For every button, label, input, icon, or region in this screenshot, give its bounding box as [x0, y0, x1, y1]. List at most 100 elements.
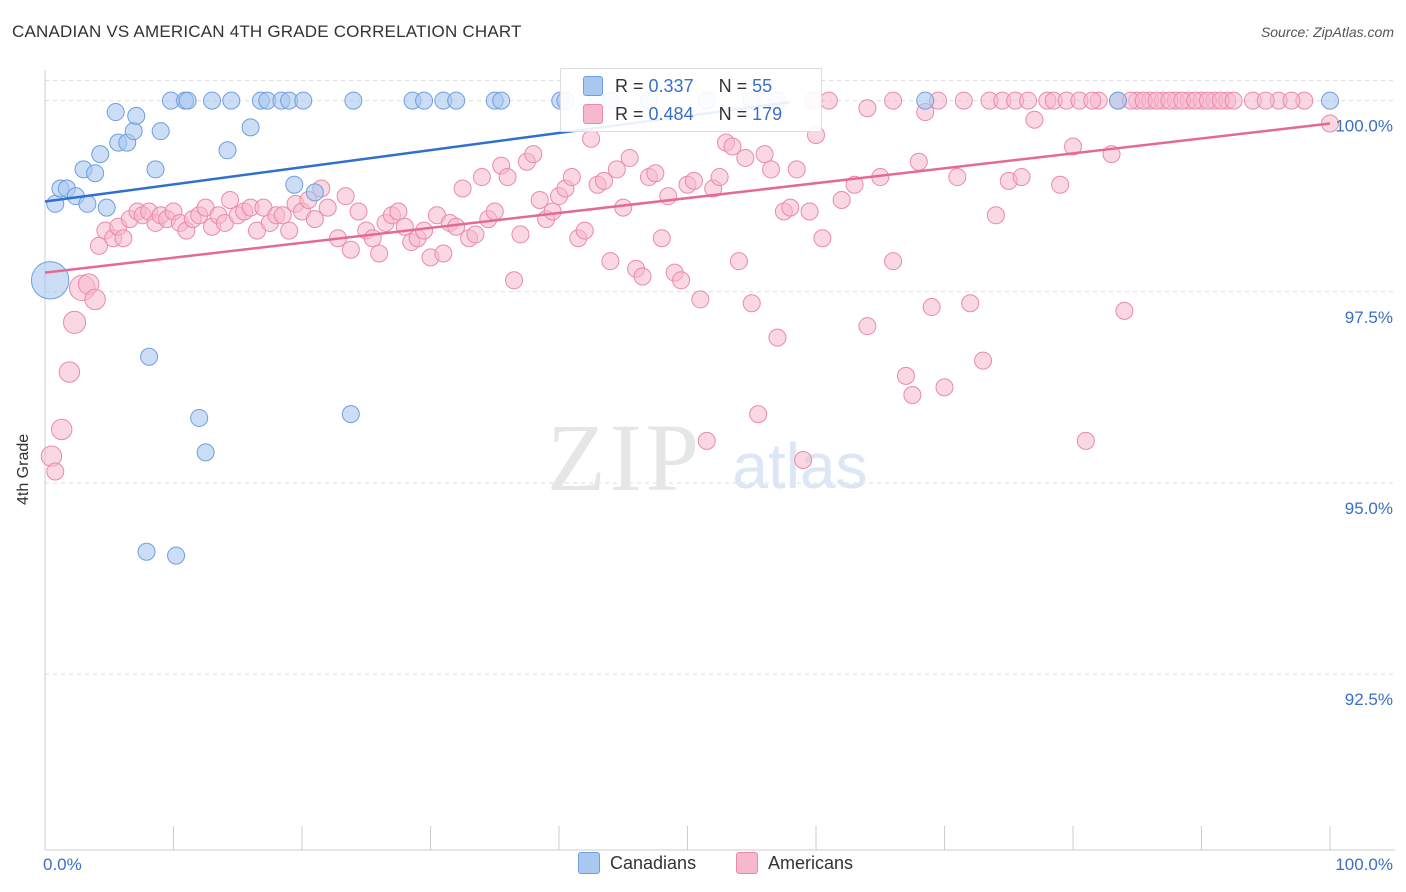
stat-n-label: N = — [718, 75, 748, 96]
watermark: ZIP atlas — [547, 404, 868, 511]
data-point-american — [1076, 431, 1095, 450]
data-point-canadian — [30, 261, 70, 300]
data-point-american — [620, 148, 639, 167]
data-point-american — [1025, 110, 1044, 129]
chart-title: CANADIAN VS AMERICAN 4TH GRADE CORRELATI… — [12, 22, 522, 41]
data-point-american — [370, 244, 389, 263]
trend-line-americans — [44, 122, 1331, 274]
data-point-american — [672, 271, 691, 290]
data-point-american — [909, 152, 928, 171]
data-point-canadian — [222, 91, 241, 110]
data-point-american — [594, 171, 613, 190]
data-point-canadian — [178, 91, 197, 110]
stat-n-value: 55 — [752, 75, 773, 96]
data-point-american — [935, 378, 954, 397]
data-point-canadian — [1108, 91, 1127, 110]
data-point-american — [697, 431, 716, 450]
stats-legend: R = 0.337 N = 55 R = 0.484 N = 179 — [560, 68, 822, 132]
data-point-american — [832, 191, 851, 209]
data-point-american — [1083, 91, 1102, 110]
data-point-american — [530, 191, 549, 209]
data-point-american — [884, 252, 903, 271]
data-point-american — [89, 236, 108, 255]
data-point-american — [1051, 175, 1070, 194]
data-point-american — [543, 202, 562, 221]
data-point-canadian — [1321, 91, 1339, 110]
data-point-canadian — [203, 91, 222, 110]
data-point-american — [646, 164, 665, 183]
data-point-american — [800, 202, 819, 221]
data-point-american — [755, 145, 774, 164]
data-point-american — [961, 294, 980, 313]
data-point-american — [498, 168, 517, 187]
data-point-canadian — [167, 546, 186, 565]
y-tick-label: 100.0% — [1335, 117, 1393, 136]
data-point-american — [729, 252, 748, 271]
data-point-canadian — [415, 91, 434, 110]
data-point-canadian — [492, 91, 511, 110]
data-point-canadian — [196, 443, 215, 462]
data-point-american — [819, 91, 838, 110]
canadians-swatch — [583, 76, 603, 96]
data-point-american — [896, 366, 915, 385]
data-point-american — [986, 206, 1005, 225]
data-point-canadian — [127, 106, 146, 125]
data-point-american — [51, 418, 73, 441]
data-point-american — [318, 198, 337, 217]
data-point-canadian — [190, 408, 209, 427]
data-point-american — [1012, 168, 1031, 187]
data-point-american — [954, 91, 973, 110]
data-point-american — [511, 225, 530, 244]
data-point-american — [903, 386, 922, 404]
data-point-american — [46, 462, 65, 481]
data-point-canadian — [447, 91, 466, 110]
data-point-american — [273, 206, 292, 225]
data-point-american — [723, 137, 742, 156]
data-point-canadian — [305, 183, 324, 202]
data-point-american — [1256, 91, 1275, 110]
y-tick-label: 95.0% — [1345, 499, 1393, 518]
data-point-american — [389, 202, 408, 221]
data-point-american — [63, 310, 87, 334]
data-point-american — [341, 240, 360, 259]
data-point-american — [1282, 91, 1301, 110]
x-tick-label: 0.0% — [43, 855, 82, 874]
data-point-american — [524, 145, 543, 164]
data-point-american — [434, 244, 453, 263]
data-point-canadian — [137, 542, 156, 561]
data-point-american — [601, 252, 620, 271]
source-label: Source: ZipAtlas.com — [1260, 24, 1394, 40]
data-point-american — [1019, 91, 1038, 110]
data-point-canadian — [106, 103, 125, 122]
data-point-canadian — [46, 194, 65, 213]
legend-item-canadians[interactable]: Canadians — [578, 852, 696, 874]
data-point-american — [485, 202, 504, 221]
data-point-american — [974, 351, 993, 370]
data-point-american — [280, 221, 299, 240]
data-point-american — [1115, 301, 1134, 320]
data-point-canadian — [97, 198, 116, 217]
data-point-canadian — [151, 122, 170, 141]
data-point-american — [466, 225, 485, 244]
data-point-american — [684, 171, 703, 190]
watermark-zip: ZIP — [547, 404, 703, 511]
data-point-american — [768, 328, 787, 347]
data-point-canadian — [146, 160, 165, 179]
stat-r-value: 0.484 — [648, 103, 694, 124]
legend-item-americans[interactable]: Americans — [736, 852, 853, 874]
data-point-canadian — [86, 164, 105, 183]
data-point-american — [736, 148, 755, 167]
x-tick-label: 100.0% — [1335, 855, 1393, 874]
stat-n-value: 179 — [752, 103, 783, 124]
stat-n-label: N = — [718, 103, 748, 124]
data-point-american — [652, 229, 671, 248]
stat-r-value: 0.337 — [648, 75, 694, 96]
legend-label-canadians: Canadians — [610, 852, 697, 873]
data-point-american — [472, 168, 491, 187]
data-point-american — [633, 267, 652, 286]
data-point-american — [858, 317, 877, 336]
data-point-american — [607, 160, 626, 179]
data-point-american — [794, 451, 813, 469]
data-point-american — [114, 229, 133, 248]
data-point-american — [691, 290, 710, 309]
